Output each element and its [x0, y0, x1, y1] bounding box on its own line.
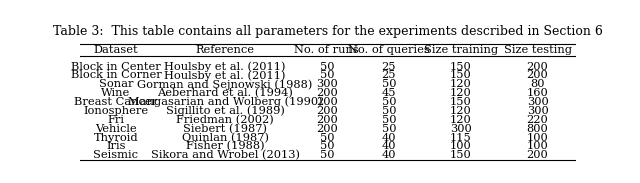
- Text: 50: 50: [381, 106, 396, 116]
- Text: No. of queries: No. of queries: [348, 45, 429, 55]
- Text: Sigillito et al. (1989): Sigillito et al. (1989): [166, 106, 285, 116]
- Text: Houlsby et al. (2011): Houlsby et al. (2011): [164, 61, 286, 72]
- Text: Dataset: Dataset: [93, 45, 138, 55]
- Text: Size training: Size training: [424, 45, 498, 55]
- Text: Vehicle: Vehicle: [95, 124, 137, 134]
- Text: 100: 100: [527, 141, 548, 152]
- Text: 200: 200: [527, 61, 548, 72]
- Text: 800: 800: [527, 124, 548, 134]
- Text: 50: 50: [381, 124, 396, 134]
- Text: 120: 120: [450, 79, 472, 89]
- Text: Reference: Reference: [196, 45, 255, 55]
- Text: 200: 200: [316, 88, 338, 98]
- Text: Block in Center: Block in Center: [71, 61, 161, 72]
- Text: 300: 300: [316, 79, 338, 89]
- Text: 45: 45: [381, 88, 396, 98]
- Text: Iris: Iris: [106, 141, 125, 152]
- Text: Sikora and Wrobel (2013): Sikora and Wrobel (2013): [150, 150, 300, 160]
- Text: 25: 25: [381, 61, 396, 72]
- Text: 50: 50: [381, 97, 396, 107]
- Text: 40: 40: [381, 141, 396, 152]
- Text: 200: 200: [316, 124, 338, 134]
- Text: 50: 50: [319, 150, 334, 160]
- Text: 200: 200: [527, 70, 548, 81]
- Text: 220: 220: [527, 115, 548, 125]
- Text: Fri: Fri: [108, 115, 124, 125]
- Text: Houlsby et al. (2011): Houlsby et al. (2011): [164, 70, 286, 81]
- Text: 120: 120: [450, 88, 472, 98]
- Text: 120: 120: [450, 106, 472, 116]
- Text: 300: 300: [527, 106, 548, 116]
- Text: Friedman (2002): Friedman (2002): [176, 115, 274, 125]
- Text: 40: 40: [381, 132, 396, 143]
- Text: 300: 300: [527, 97, 548, 107]
- Text: Block in Corner: Block in Corner: [70, 70, 161, 81]
- Text: 40: 40: [381, 150, 396, 160]
- Text: 200: 200: [316, 115, 338, 125]
- Text: Quinlan (1987): Quinlan (1987): [182, 132, 269, 143]
- Text: Breast Cancer: Breast Cancer: [74, 97, 157, 107]
- Text: 160: 160: [527, 88, 548, 98]
- Text: Seismic: Seismic: [93, 150, 138, 160]
- Text: 200: 200: [316, 106, 338, 116]
- Text: 50: 50: [381, 79, 396, 89]
- Text: Mangasarian and Wolberg (1990): Mangasarian and Wolberg (1990): [128, 97, 323, 107]
- Text: Gorman and Sejnowski (1988): Gorman and Sejnowski (1988): [138, 79, 313, 90]
- Text: 115: 115: [450, 132, 472, 143]
- Text: Thyroid: Thyroid: [93, 132, 138, 143]
- Text: 150: 150: [450, 97, 472, 107]
- Text: 80: 80: [531, 79, 545, 89]
- Text: 100: 100: [450, 141, 472, 152]
- Text: 50: 50: [319, 70, 334, 81]
- Text: 100: 100: [527, 132, 548, 143]
- Text: Sonar: Sonar: [99, 79, 133, 89]
- Text: Wine: Wine: [101, 88, 131, 98]
- Text: 200: 200: [316, 97, 338, 107]
- Text: Fisher (1988): Fisher (1988): [186, 141, 264, 152]
- Text: 150: 150: [450, 150, 472, 160]
- Text: No. of runs: No. of runs: [294, 45, 359, 55]
- Text: 200: 200: [527, 150, 548, 160]
- Text: 150: 150: [450, 61, 472, 72]
- Text: 50: 50: [319, 61, 334, 72]
- Text: Aeberhard et al. (1994): Aeberhard et al. (1994): [157, 88, 293, 98]
- Text: 120: 120: [450, 115, 472, 125]
- Text: 25: 25: [381, 70, 396, 81]
- Text: Siebert (1987): Siebert (1987): [183, 124, 267, 134]
- Text: 50: 50: [319, 141, 334, 152]
- Text: 150: 150: [450, 70, 472, 81]
- Text: Ionosphere: Ionosphere: [83, 106, 148, 116]
- Text: Size testing: Size testing: [504, 45, 572, 55]
- Text: 300: 300: [450, 124, 472, 134]
- Text: Table 3:  This table contains all parameters for the experiments described in Se: Table 3: This table contains all paramet…: [53, 25, 603, 38]
- Text: 50: 50: [319, 132, 334, 143]
- Text: 50: 50: [381, 115, 396, 125]
